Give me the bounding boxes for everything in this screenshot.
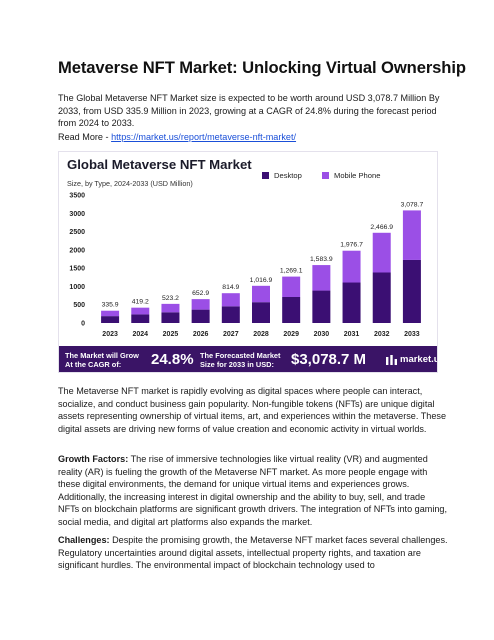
bar-segment-mobile [282,276,301,297]
bar-segment-desktop [402,259,421,323]
bar-segment-desktop [252,302,270,323]
challenges-paragraph: Challenges: Despite the promising growth… [58,534,448,572]
market-infographic: Global Metaverse NFT Market Size, by Typ… [58,151,438,373]
x-tick-label: 2025 [163,331,179,338]
legend-swatch-mobile [322,172,329,179]
x-tick-label: 2023 [102,331,118,338]
overview-paragraph: The Metaverse NFT market is rapidly evol… [58,386,447,434]
bar-segment-desktop [161,312,180,323]
x-tick-label: 2029 [283,331,299,338]
bar-segment-desktop [101,316,120,323]
bar-segment-mobile [221,293,240,307]
challenges-heading: Challenges: [58,535,110,545]
bar-segment-mobile [372,232,391,273]
bar-segment-desktop [221,306,240,323]
bar-segment-mobile [342,250,361,283]
bar-total-label: 1,583.9 [310,256,333,263]
bar-segment-desktop [312,290,331,323]
bar-segment-mobile [312,265,331,291]
bar-segment-mobile [402,210,421,260]
bar-segment-desktop [282,296,301,323]
bar-total-label: 335.9 [102,302,119,309]
legend-label-desktop: Desktop [274,171,302,180]
chart-title: Global Metaverse NFT Market [67,157,252,172]
y-tick-label: 3500 [69,193,85,200]
x-tick-label: 2031 [344,331,360,338]
growth-factors-paragraph: Growth Factors: The rise of immersive te… [58,453,448,529]
bar-total-label: 814.9 [222,284,239,291]
intro-paragraph: The Global Metaverse NFT Market size is … [58,93,440,129]
market-size-label-line-2: Size for 2033 in USD: [200,359,274,369]
bar-chart: 0 500 1000 1500 2000 2500 3000 3500 335.9 2023 419… [69,193,424,339]
x-tick-label: 2033 [404,331,420,338]
y-tick-label: 1000 [69,284,85,291]
x-tick-label: 2032 [374,331,390,338]
x-tick-label: 2027 [223,331,239,338]
x-tick-label: 2024 [132,331,148,338]
bar-total-label: 652.9 [192,290,209,297]
bar-segment-desktop [191,309,210,323]
cagr-label-line-1: The Market will Grow [65,351,139,360]
page-title: Metaverse NFT Market: Unlocking Virtual … [58,58,466,77]
y-tick-label: 500 [73,302,85,309]
cagr-label: The Market will Grow At the CAGR of: [65,351,139,369]
bar-segment-mobile [101,310,120,317]
bar-total-label: 1,016.9 [250,277,273,284]
legend-item-mobile: Mobile Phone [322,171,380,180]
x-tick-label: 2030 [314,331,330,338]
bar-segment-desktop [372,272,391,323]
legend-swatch-desktop [262,172,269,179]
bar-total-label: 2,466.9 [370,224,393,231]
bar-total-label: 419.2 [132,299,149,306]
bar-total-label: 523.2 [162,295,179,302]
bar-total-label: 3,078.7 [401,201,424,208]
growth-factors-text: The rise of immersive technologies like … [58,454,448,527]
legend-item-desktop: Desktop [262,171,302,180]
bar-segment-desktop [342,282,361,323]
market-us-logo-icon [386,355,397,365]
bar-total-label: 1,976.7 [340,242,363,249]
market-us-logo-text: market.us [400,354,437,365]
growth-factors-heading: Growth Factors: [58,454,129,464]
x-tick-label: 2028 [253,331,269,338]
read-more-label: Read More - [58,132,112,142]
y-tick-label: 2500 [69,229,85,236]
cagr-value: 24.8% [151,351,194,368]
bar-segment-mobile [161,303,180,313]
challenges-text: Despite the promising growth, the Metave… [58,535,448,571]
bar-segment-mobile [191,299,210,310]
bar-segment-mobile [131,307,150,315]
read-more-link[interactable]: https://market.us/report/metaverse-nft-m… [111,132,297,142]
read-more-line: Read More - https://market.us/report/met… [58,131,448,144]
bar-segment-mobile [252,285,270,303]
market-size-label: The Forecasted Market Size for 2033 in U… [200,351,281,369]
bar-segment-desktop [131,314,150,323]
y-tick-label: 2000 [69,247,85,254]
market-size-value: $3,078.7 M [291,351,367,368]
cagr-label-line-2: At the CAGR of: [65,359,122,369]
y-tick-label: 0 [81,321,85,328]
bar-total-label: 1,269.1 [280,268,303,275]
summary-banner: The Market will Grow At the CAGR of: 24.… [59,346,437,372]
x-tick-label: 2026 [193,331,209,338]
market-size-label-line-1: The Forecasted Market [200,351,281,360]
chart-subtitle: Size, by Type, 2024-2033 (USD Million) [67,179,193,188]
y-tick-label: 1500 [69,266,85,273]
legend-label-mobile: Mobile Phone [334,171,381,180]
y-tick-label: 3000 [69,211,85,218]
